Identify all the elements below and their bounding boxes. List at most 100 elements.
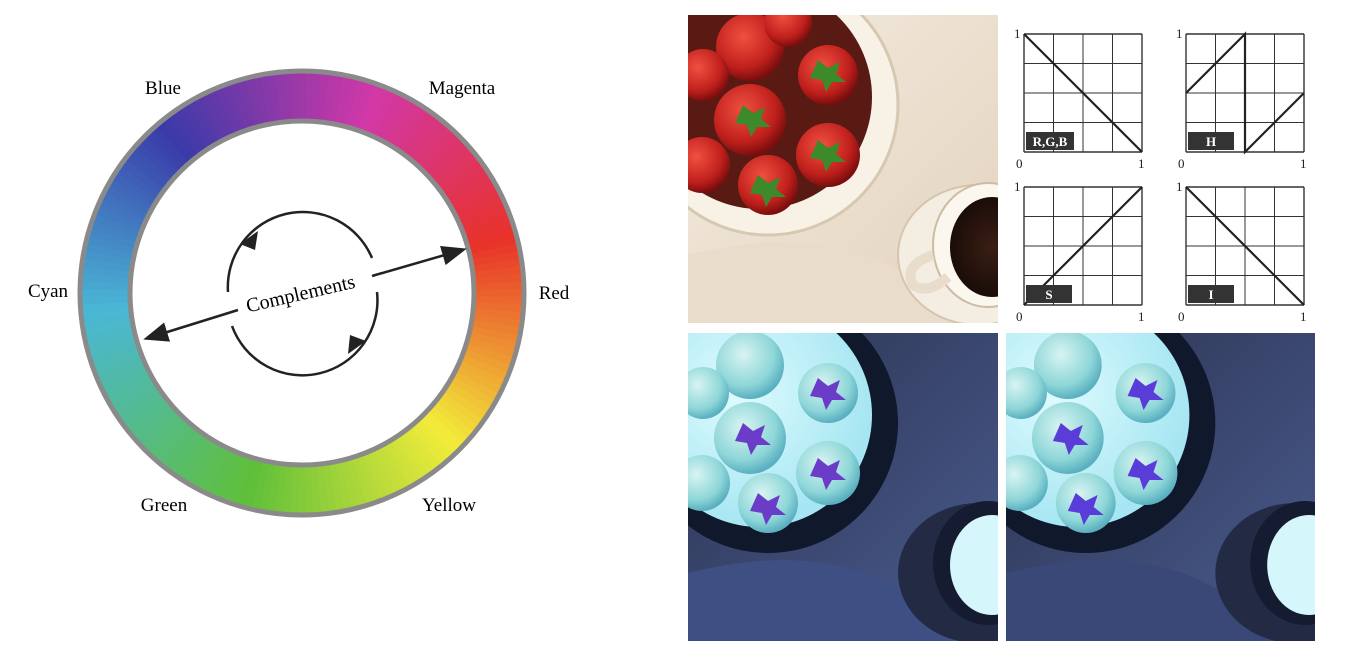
ring-segment bbox=[121, 158, 165, 194]
ring-segment bbox=[362, 453, 388, 500]
ring-segment bbox=[85, 324, 133, 343]
ring-segment bbox=[83, 312, 131, 328]
plot-x-max: 1 bbox=[1138, 309, 1145, 324]
ring-segment bbox=[373, 448, 402, 494]
ring-segment bbox=[209, 89, 236, 136]
ring-segment bbox=[175, 107, 209, 151]
plot-x-min: 0 bbox=[1016, 156, 1023, 171]
ring-segment bbox=[379, 445, 409, 491]
ring-segment bbox=[470, 236, 517, 256]
ring-segment bbox=[459, 200, 506, 227]
ring-segment bbox=[93, 347, 140, 372]
ring-segment bbox=[440, 160, 484, 195]
ring-segment bbox=[416, 126, 454, 167]
coffee bbox=[950, 197, 998, 297]
ring-segment bbox=[237, 79, 259, 127]
ring-segment bbox=[356, 455, 381, 502]
plot-label-box bbox=[1026, 132, 1074, 150]
ring-segment bbox=[351, 457, 374, 505]
plot-label: S bbox=[1045, 287, 1052, 302]
ring-segment bbox=[267, 74, 283, 122]
ring-segment bbox=[109, 177, 154, 209]
complement-arrow-right bbox=[371, 245, 467, 278]
neg-coffee bbox=[1267, 515, 1315, 615]
ring-segment bbox=[206, 449, 235, 496]
photo-complement-rgb bbox=[688, 333, 998, 641]
ring-segment bbox=[250, 462, 269, 509]
ring-segment bbox=[429, 142, 470, 181]
ring-segment bbox=[471, 326, 518, 345]
ring-segment bbox=[395, 435, 429, 479]
ring-segment bbox=[335, 77, 354, 124]
ring-segment bbox=[432, 402, 473, 440]
label-cyan: Cyan bbox=[28, 281, 69, 302]
plot-x-min: 0 bbox=[1016, 309, 1023, 324]
plot-curve bbox=[1185, 31, 1305, 155]
ring-segment bbox=[428, 407, 469, 445]
ring-segment bbox=[454, 186, 500, 216]
strawberries bbox=[688, 15, 860, 215]
ring-segment bbox=[126, 152, 168, 189]
ring-segment bbox=[439, 392, 483, 428]
ring-segment bbox=[467, 338, 515, 360]
ring-segment bbox=[161, 427, 198, 469]
ring-segment bbox=[465, 343, 513, 367]
ring-segment bbox=[173, 434, 208, 478]
plot-x-max: 1 bbox=[1300, 156, 1307, 171]
label-red: Red bbox=[539, 283, 570, 304]
ring-segment bbox=[468, 228, 516, 250]
plot-label: I bbox=[1208, 287, 1213, 302]
ring-segment bbox=[400, 431, 435, 475]
ring-segment bbox=[290, 73, 301, 120]
ring-segment bbox=[155, 423, 193, 464]
ring-segment bbox=[475, 281, 522, 292]
plot-x-min: 0 bbox=[1178, 309, 1185, 324]
ring-segment bbox=[473, 258, 521, 274]
ring-segment bbox=[347, 80, 369, 128]
ring-segment bbox=[113, 171, 158, 204]
ring-segment bbox=[423, 411, 463, 451]
ring-segment bbox=[386, 100, 418, 145]
ring-segment bbox=[358, 84, 383, 132]
photo-original bbox=[688, 15, 998, 323]
rotation-arrowhead-bottom bbox=[348, 335, 366, 354]
ring-segment bbox=[447, 173, 492, 205]
ring-segment bbox=[443, 387, 487, 422]
ring-segment bbox=[195, 95, 225, 141]
ring-segment bbox=[202, 92, 231, 138]
ring-segment bbox=[221, 454, 246, 502]
ring-segment bbox=[457, 193, 503, 222]
plot-label-box bbox=[1026, 285, 1072, 303]
ring-segment bbox=[419, 416, 458, 456]
cup-handle bbox=[905, 250, 952, 294]
ring-segment bbox=[425, 137, 465, 176]
ring-segment bbox=[345, 459, 367, 507]
ring-outer-border bbox=[77, 68, 527, 518]
ring-segment bbox=[135, 141, 176, 179]
ring-segment bbox=[86, 241, 133, 260]
ring-segment bbox=[228, 456, 252, 504]
complement-arrow-left bbox=[143, 308, 239, 342]
ring-segment bbox=[216, 86, 242, 133]
label-magenta: Magenta bbox=[429, 78, 496, 99]
ring-segment bbox=[450, 377, 495, 409]
ring-segment bbox=[436, 397, 478, 434]
ring-segment bbox=[102, 191, 148, 220]
plot-label: R,G,B bbox=[1033, 134, 1068, 149]
label-yellow: Yellow bbox=[422, 495, 476, 516]
ring-segment bbox=[396, 108, 431, 152]
ring-segment bbox=[390, 438, 422, 483]
ring-segment bbox=[91, 219, 139, 243]
ring-segment bbox=[252, 76, 271, 124]
label-green: Green bbox=[141, 495, 188, 516]
ring-segment bbox=[84, 318, 132, 335]
plot-x-max: 1 bbox=[1138, 156, 1145, 171]
plot-label-box bbox=[1188, 285, 1234, 303]
ring-segment bbox=[117, 164, 161, 199]
ring-segment bbox=[139, 410, 179, 449]
ring-segment bbox=[352, 82, 376, 130]
ring-segment bbox=[260, 75, 277, 123]
ring-segment bbox=[99, 197, 146, 226]
ring-segment bbox=[213, 452, 240, 499]
ring-segment bbox=[87, 233, 135, 254]
